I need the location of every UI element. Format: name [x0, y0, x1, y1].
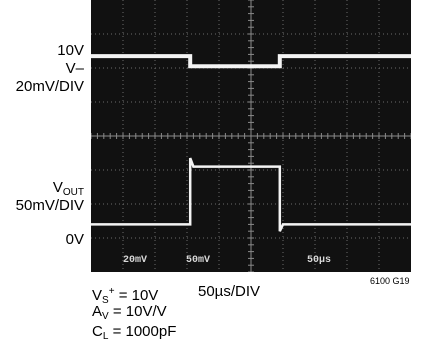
screen-ch2-scale: 50mV	[186, 255, 210, 266]
zero-label: 0V	[65, 231, 84, 248]
oscilloscope-screen: 20mV 50mV 50µs	[91, 0, 411, 272]
av-value: = 10V/V	[108, 303, 167, 320]
timebase-label: 50µs/DIV	[198, 283, 260, 300]
vin-trace	[91, 54, 411, 69]
vout-label-main: V	[52, 179, 63, 196]
vout-trace	[91, 157, 411, 232]
vs-sub: S	[102, 295, 109, 306]
traces	[91, 54, 411, 232]
vin-scale-label: 20mV/DIV	[15, 78, 84, 95]
vout-scale-label: 50mV/DIV	[15, 197, 84, 214]
vin-label: V–	[65, 60, 84, 77]
figure-id: 6100 G19	[370, 276, 410, 286]
av-main: A	[92, 303, 103, 320]
vs-sup: +	[108, 286, 115, 297]
screen-timebase: 50µs	[307, 255, 331, 266]
screen-ch1-scale: 20mV	[123, 255, 147, 266]
grid	[91, 0, 411, 272]
vs-condition: VS+ = 10V	[92, 283, 158, 309]
vs-value: = 10V	[114, 287, 159, 304]
vout-label: VOUT	[53, 180, 84, 201]
vs-main: V	[92, 287, 103, 304]
cl-main: C	[92, 323, 103, 340]
av-sub: V	[102, 311, 109, 322]
top-level-label: 10V	[57, 42, 84, 59]
cl-sub: L	[102, 331, 109, 342]
av-condition: AV = 10V/V	[92, 303, 167, 325]
cl-value: = 1000pF	[108, 323, 177, 340]
vout-label-sub: OUT	[62, 187, 84, 198]
cl-condition: CL = 1000pF	[92, 323, 176, 345]
